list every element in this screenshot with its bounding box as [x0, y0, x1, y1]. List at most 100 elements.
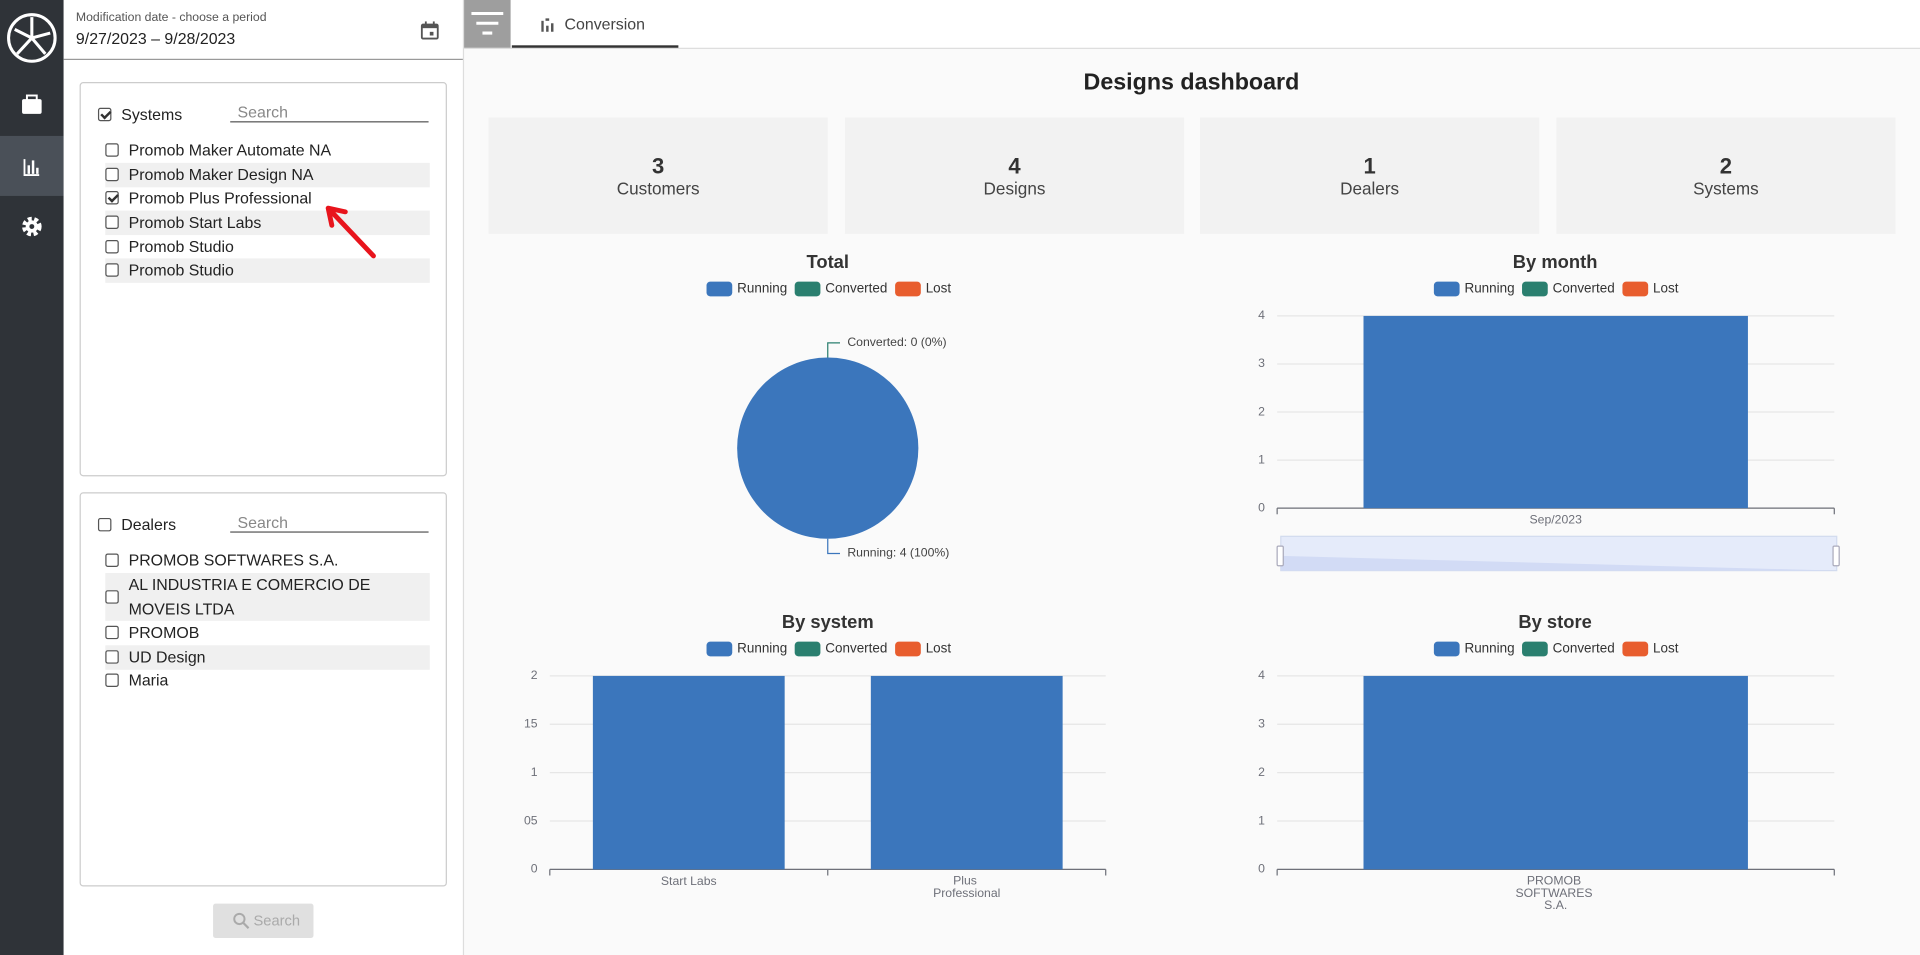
- item-label: Promob Studio: [128, 260, 234, 280]
- list-row[interactable]: PROMOB SOFTWARES S.A.: [105, 549, 429, 573]
- gear-hole: [29, 224, 35, 229]
- chart-title: Total: [807, 251, 850, 272]
- list-row[interactable]: Maria: [105, 669, 429, 693]
- kpi-card: [1556, 117, 1896, 234]
- item-checkbox[interactable]: [105, 168, 119, 182]
- header-checkbox[interactable]: [97, 107, 112, 122]
- legend-swatch: [706, 281, 733, 297]
- tab-label: Conversion: [564, 14, 646, 34]
- y-tick-label: 05: [524, 813, 538, 827]
- item-checkbox[interactable]: [105, 215, 119, 230]
- gear-icon[interactable]: [22, 216, 42, 237]
- y-tick-label: 2: [1258, 765, 1265, 779]
- list-row[interactable]: Promob Studio: [105, 258, 430, 283]
- label-line: PROMOB: [1527, 874, 1585, 888]
- tab-icon: [541, 18, 554, 32]
- item-label: PROMOB: [128, 623, 200, 642]
- active-nav[interactable]: [0, 135, 64, 196]
- group-label: Systems: [121, 105, 183, 124]
- list-row[interactable]: Promob Maker Design NA: [105, 162, 430, 187]
- chart-icon-axis: [23, 159, 40, 177]
- chart-icon-bar: [36, 167, 39, 174]
- filter-toggle[interactable]: [464, 0, 511, 48]
- tab[interactable]: Conversion: [511, 0, 679, 48]
- legend-swatch: [1522, 281, 1548, 297]
- label-leader: [827, 538, 841, 555]
- legend-swatch: [1433, 641, 1460, 657]
- legend-swatch: [794, 641, 821, 657]
- x-tick-label: Sep/2023: [1530, 513, 1583, 527]
- kpi-card: [488, 117, 828, 234]
- date-field[interactable]: Modification date - choose a period 9/27…: [63, 0, 463, 61]
- item-checkbox[interactable]: [105, 553, 119, 568]
- filter-panel: Modification date - choose a period 9/27…: [63, 0, 465, 955]
- logo-spokes: [14, 17, 51, 55]
- chart-icon-bar: [31, 160, 35, 174]
- search-field[interactable]: Search: [230, 103, 429, 123]
- list-row[interactable]: AL INDUSTRIA E COMERCIO DE MOVEIS LTDA: [105, 573, 430, 621]
- legend-label: Lost: [926, 641, 952, 656]
- item-label: Promob Studio: [128, 237, 234, 256]
- nav-rail: [0, 0, 64, 955]
- y-tick-label: 2: [531, 668, 538, 682]
- list-row[interactable]: UD Design: [105, 645, 430, 670]
- item-checkbox[interactable]: [105, 650, 119, 664]
- item-label: AL INDUSTRIA E COMERCIO DE MOVEIS LTDA: [128, 575, 371, 618]
- zoom-slider[interactable]: [1276, 535, 1840, 572]
- list-row[interactable]: Promob Plus Professional: [105, 186, 429, 210]
- legend-label: Running: [1464, 281, 1514, 296]
- item-checkbox[interactable]: [105, 263, 119, 278]
- legend-swatch: [1622, 281, 1649, 297]
- item-checkbox[interactable]: [105, 240, 119, 254]
- legend-swatch: [794, 281, 821, 297]
- kpi-label: Designs: [984, 178, 1046, 198]
- date-range: 9/27/2023 – 9/28/2023: [75, 29, 236, 48]
- legend-label: Lost: [926, 281, 952, 296]
- bar: [1363, 315, 1748, 509]
- label-leader: [827, 342, 841, 358]
- y-tick-label: 3: [1258, 356, 1265, 370]
- dealers-box: Dealers Search PROMOB SOFTWARES S.A. AL IND…: [79, 492, 447, 887]
- top-bar: Conversion: [464, 0, 1920, 49]
- legend-label: Lost: [1653, 641, 1679, 656]
- item-checkbox[interactable]: [105, 626, 119, 640]
- x-tick-label: Start Labs: [661, 874, 717, 888]
- item-checkbox[interactable]: [105, 590, 119, 604]
- slider-handle[interactable]: [1276, 545, 1284, 567]
- pie-label: Converted: 0 (0%): [847, 335, 946, 349]
- bar: [870, 675, 1063, 870]
- slider-handle[interactable]: [1832, 545, 1840, 567]
- y-tick-label: 4: [1258, 668, 1265, 682]
- item-label: Promob Plus Professional: [128, 188, 312, 207]
- legend-label: Converted: [825, 281, 887, 296]
- item-checkbox[interactable]: [105, 673, 119, 688]
- search-field[interactable]: Search: [230, 513, 429, 533]
- item-checkbox[interactable]: [105, 143, 119, 158]
- legend-swatch: [1522, 641, 1548, 657]
- calendar-icon[interactable]: [420, 21, 440, 41]
- search-button[interactable]: Search: [213, 903, 314, 938]
- legend-swatch: [706, 641, 733, 657]
- legend-label: Running: [737, 281, 787, 296]
- list-row[interactable]: Promob Studio: [105, 235, 429, 259]
- list-row[interactable]: Promob Maker Automate NA: [105, 138, 429, 162]
- briefcase-handle: [25, 94, 38, 102]
- briefcase-icon[interactable]: [22, 99, 42, 114]
- y-tick-label: 1: [1258, 813, 1265, 827]
- item-checkbox[interactable]: [105, 191, 119, 205]
- list-row[interactable]: PROMOB: [105, 621, 429, 645]
- label-line: SOFTWARES: [1515, 886, 1595, 900]
- legend-label: Converted: [1553, 641, 1615, 656]
- item-label: Promob Maker Design NA: [128, 165, 314, 184]
- chart-title: By store: [1518, 611, 1591, 632]
- y-tick-label: 3: [1258, 717, 1265, 731]
- item-label: UD Design: [128, 647, 206, 667]
- legend-label: Lost: [1653, 281, 1679, 296]
- y-tick-label: 1: [1258, 452, 1265, 466]
- x-tick-label: Plus Professional: [933, 874, 1000, 900]
- legend-swatch: [1622, 641, 1649, 657]
- chart-icon-bar: [27, 165, 31, 174]
- header-checkbox[interactable]: [97, 517, 112, 532]
